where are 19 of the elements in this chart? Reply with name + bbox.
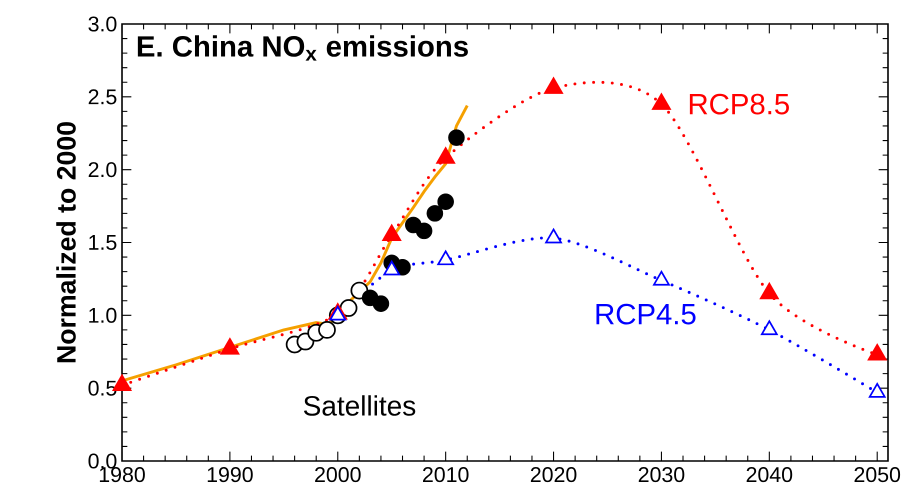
series-label: RCP8.5 [690,94,789,115]
x-tick-label: 1980 [100,467,145,482]
series-label: RCP4.5 [596,304,696,325]
x-tick-label: 2020 [530,467,576,482]
y-tick-label: 3.0 [88,16,116,32]
y-tick-label: 1.5 [89,235,116,250]
chart-title: E. China NO$_{x}$ emissions [138,35,468,61]
y-tick-label: 1.0 [89,308,116,323]
x-tick-label: 2010 [423,467,469,482]
x-tick-label: 1990 [208,467,253,482]
x-tick-label: 2030 [638,467,684,482]
y-tick-label: 0.0 [88,453,116,469]
annotation: Satellites [304,395,416,416]
y-tick-label: 2.0 [88,162,116,178]
x-tick-label: 2050 [854,467,900,482]
x-tick-label: 2040 [746,467,792,482]
y-axis-title: Normalized to 2000 [56,122,76,362]
x-tick-label: 2000 [315,467,361,482]
y-tick-label: 2.5 [88,89,116,104]
